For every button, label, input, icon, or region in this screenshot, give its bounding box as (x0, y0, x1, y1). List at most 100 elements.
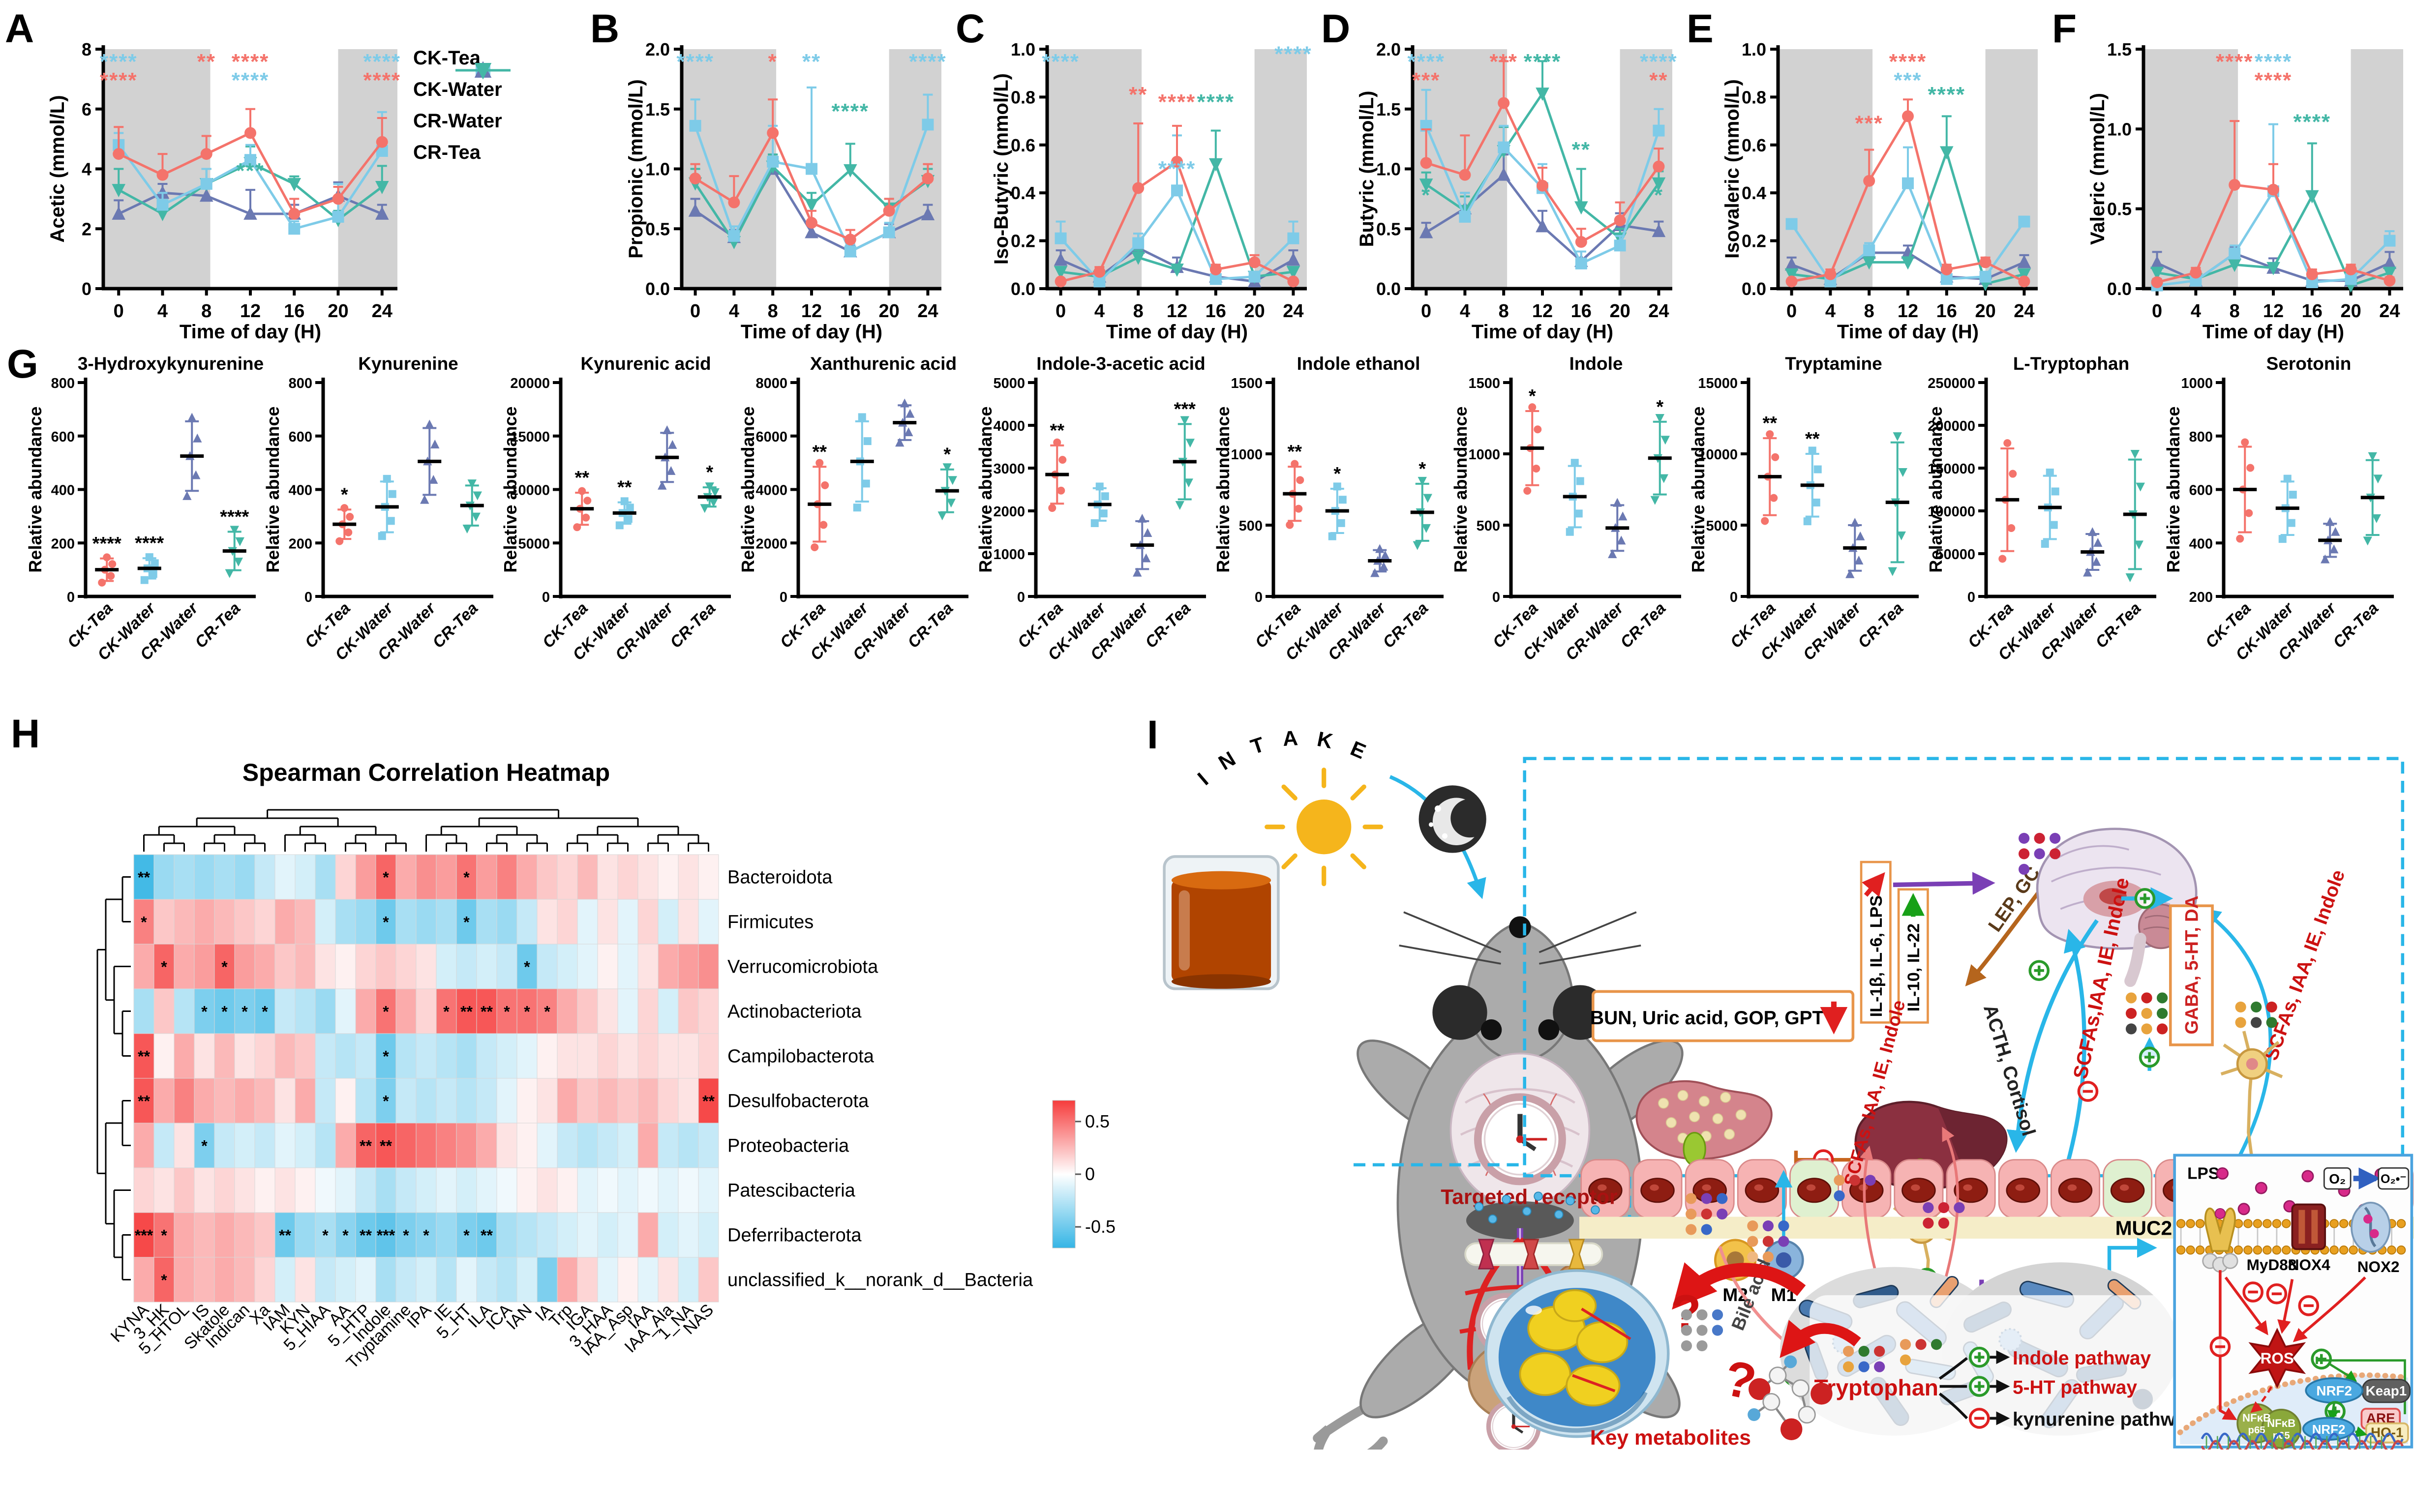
svg-text:200: 200 (289, 536, 312, 552)
significance-marker: *** (236, 159, 264, 183)
svg-text:0: 0 (82, 279, 91, 299)
svg-text:0: 0 (1255, 590, 1263, 605)
group-label: CR-Tea (666, 599, 719, 652)
plot-title: Indole-3-acetic acid (1036, 354, 1205, 374)
group-ck_water: ** (612, 477, 636, 530)
svg-text:8: 8 (1133, 301, 1144, 322)
spearman-heatmap: Spearman Correlation Heatmap ** * * * * * * * * * *… (0, 707, 1146, 1510)
group-cr_water (180, 413, 204, 500)
svg-text:0: 0 (1085, 1164, 1095, 1184)
significance-marker: ** (460, 1003, 473, 1021)
significance-marker: **** (1042, 50, 1080, 74)
mouse-ear (1432, 985, 1487, 1040)
row-dendrogram (96, 876, 131, 1280)
nox2-label: NOX2 (2357, 1258, 2400, 1275)
series-ck_tea (113, 108, 388, 220)
svg-text:0.0: 0.0 (1742, 279, 1766, 299)
significance-marker: ** (138, 869, 150, 887)
svg-text:0.2: 0.2 (1011, 231, 1035, 251)
heatmap-title: Spearman Correlation Heatmap (242, 759, 610, 786)
significance-marker: **** (1197, 90, 1235, 114)
svg-text:600: 600 (2189, 483, 2213, 499)
svg-text:20: 20 (878, 301, 899, 322)
significance-marker: **** (676, 50, 714, 74)
svg-text:1.0: 1.0 (1376, 159, 1401, 179)
panel-isovaleric: E 0.0 0.2 0.4 0.6 0.8 1.0 0 4 8 12 16 20 24 Isovaleri… (1682, 4, 2047, 346)
dna-helix-icon (2201, 1432, 2404, 1450)
il-pro-label: IL-1β, IL-6, LPS (1867, 895, 1886, 1017)
significance-marker: ** (1805, 429, 1820, 449)
svg-text:200: 200 (51, 536, 75, 552)
svg-text:500: 500 (1477, 518, 1500, 534)
series-ck_water (1785, 146, 2030, 288)
plot-title: Xanthurenic acid (810, 354, 957, 374)
svg-text:0.8: 0.8 (1011, 87, 1035, 107)
significance-marker: * (141, 914, 147, 931)
sun-icon (1265, 768, 1384, 887)
svg-text:4: 4 (82, 159, 91, 179)
significance-marker: **** (1928, 83, 1966, 107)
group-label: CR-Tea (904, 599, 957, 652)
significance-marker: * (768, 50, 778, 74)
superoxide-label: O₂•⁻ (2381, 1172, 2407, 1186)
significance-marker: ** (617, 477, 632, 498)
significance-marker: **** (232, 68, 270, 92)
svg-text:0.0: 0.0 (2107, 279, 2132, 299)
significance-marker: * (1654, 183, 1663, 208)
significance-marker: *** (135, 1227, 153, 1245)
panel-valeric: F 0.0 0.5 1.0 1.5 0 4 8 12 16 20 24 Valeric (mmol/L… (2047, 4, 2413, 346)
significance-marker: * (341, 484, 348, 505)
metabolite-dot-plots-row: 3-Hydroxykynurenine 0 200 400 600 800 Relative… (25, 348, 2411, 707)
svg-text:0.5: 0.5 (2107, 199, 2132, 219)
svg-text:400: 400 (51, 483, 75, 499)
row-label: unclassified_k__norank_d__Bacteria (727, 1270, 1033, 1291)
panel-butyric: D 0.0 0.5 1.0 1.5 2.0 0 4 8 12 16 20 24 Butyric (mmo… (1316, 4, 1682, 346)
svg-text:16: 16 (1571, 301, 1592, 322)
group-label: CR-Tea (1617, 599, 1669, 652)
svg-text:0.6: 0.6 (1011, 135, 1035, 155)
nrf2-keap1-complex: Keap1 NRF2 (2305, 1377, 2411, 1404)
significance-marker: ** (138, 1048, 150, 1066)
svg-text:800: 800 (2189, 429, 2213, 445)
question-arrow (1780, 1320, 1861, 1358)
mechanism-diagram-svg: I N T A K E (1163, 726, 2414, 1450)
dotplot-indole-ethanol: Indole ethanol 0 500 1000 1500 Relative abund… (1213, 348, 1451, 707)
svg-text:0: 0 (1017, 590, 1025, 605)
svg-text:2000: 2000 (993, 504, 1025, 520)
significance-marker: * (201, 1137, 208, 1155)
y-axis-label: Butyric (mmol/L) (1356, 91, 1378, 247)
significance-marker: * (383, 1048, 389, 1066)
significance-marker: * (221, 958, 228, 976)
significance-marker: **** (1158, 157, 1196, 181)
row-label: Patescibacteria (727, 1181, 856, 1201)
significance-marker: ** (279, 1227, 291, 1245)
svg-text:0.2: 0.2 (1742, 231, 1766, 251)
significance-marker: **** (100, 50, 138, 74)
svg-text:0: 0 (1056, 301, 1066, 322)
svg-text:500: 500 (1239, 518, 1263, 534)
svg-text:20: 20 (2340, 301, 2361, 322)
x-axis-label: Time of day (H) (741, 321, 882, 343)
y-axis-label: Relative abundance (26, 406, 45, 572)
significance-marker: **** (1524, 50, 1562, 74)
svg-text:15000: 15000 (1698, 376, 1738, 391)
group-cr_tea: * (697, 462, 722, 513)
heatmap-svg: Spearman Correlation Heatmap** * ** * ** * ** *… (96, 759, 1116, 1372)
circadian-clock-brain (1478, 1097, 1563, 1182)
lps-label: LPS (2187, 1165, 2219, 1183)
significance-marker: ** (360, 1227, 372, 1245)
significance-marker: **** (135, 533, 164, 554)
dot-plot-Kynurenine: Kynurenine 0 200 400 600 800 Relative abundanc… (263, 354, 493, 664)
svg-text:12: 12 (1898, 301, 1918, 322)
dotplot-serotonin: Serotonin 200 400 600 800 1000 Relative abunda… (2163, 348, 2401, 707)
y-axis-label: Relative abundance (1689, 406, 1708, 572)
row-label: Desulfobacterota (727, 1091, 869, 1112)
svg-text:5000: 5000 (1706, 518, 1738, 534)
significance-marker: **** (1889, 50, 1927, 74)
group-ck_water (375, 474, 399, 540)
svg-text:0: 0 (114, 301, 124, 322)
significance-marker: ** (197, 50, 216, 74)
group-label: CR-Tea (1854, 599, 1907, 652)
significance-marker: *** (1490, 50, 1518, 74)
svg-text:20000: 20000 (510, 376, 550, 391)
